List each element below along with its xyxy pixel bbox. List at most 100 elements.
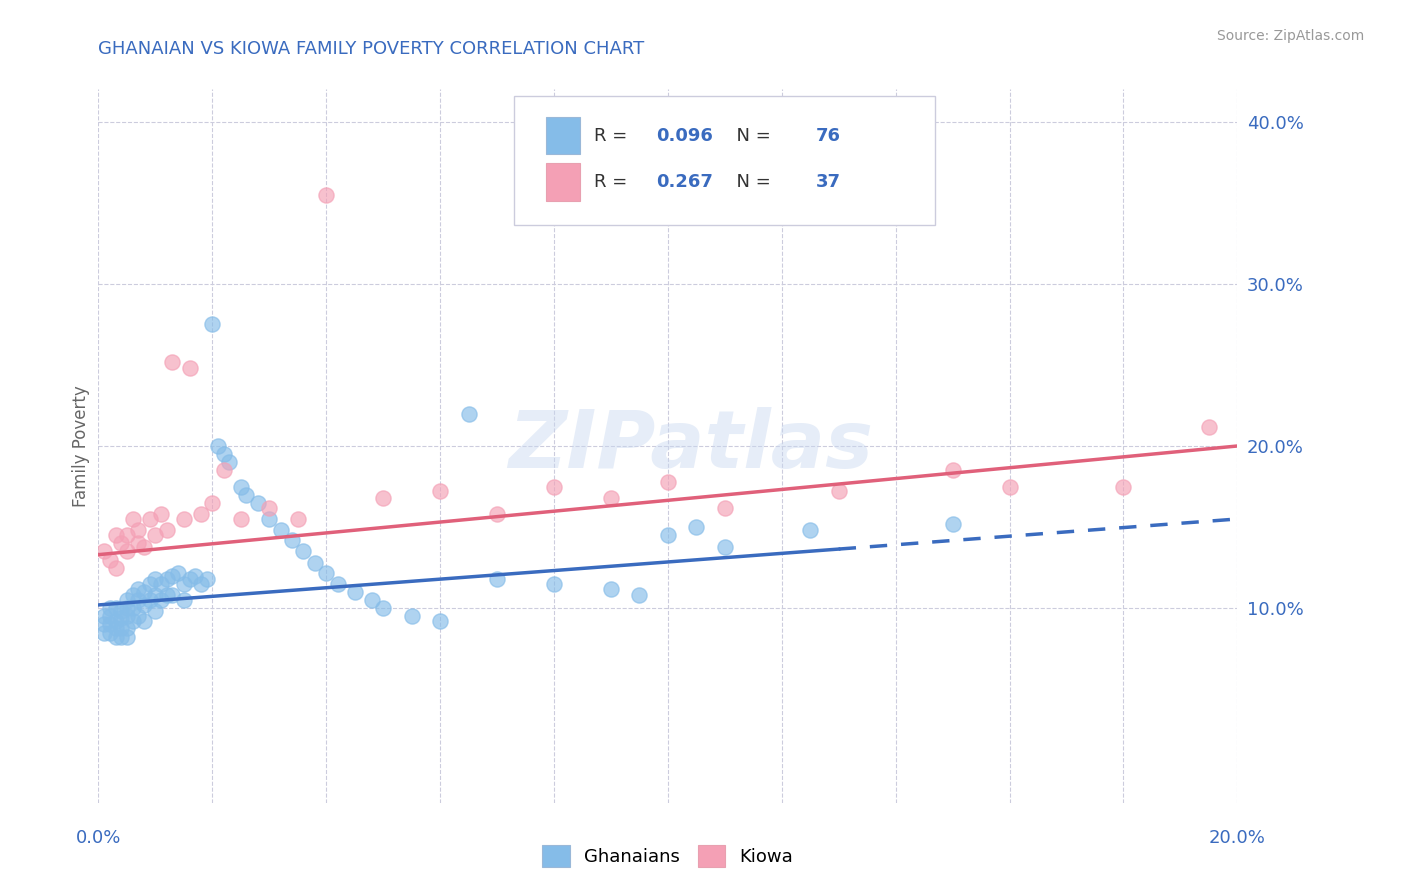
Point	[150, 577, 173, 591]
Point	[201, 496, 224, 510]
Point	[315, 566, 337, 580]
Text: GHANAIAN VS KIOWA FAMILY POVERTY CORRELATION CHART: GHANAIAN VS KIOWA FAMILY POVERTY CORRELA…	[98, 40, 645, 58]
Point	[98, 625, 121, 640]
FancyBboxPatch shape	[546, 117, 581, 154]
Point	[457, 407, 479, 421]
Point	[150, 593, 173, 607]
Point	[98, 601, 121, 615]
Point	[828, 484, 851, 499]
Point	[429, 484, 451, 499]
Point	[998, 479, 1021, 493]
Point	[121, 512, 143, 526]
Point	[162, 354, 184, 368]
Point	[110, 621, 132, 635]
Point	[115, 609, 138, 624]
Point	[401, 609, 423, 624]
Point	[195, 572, 218, 586]
Point	[145, 528, 167, 542]
Point	[373, 601, 395, 615]
Point	[93, 625, 115, 640]
Point	[132, 598, 155, 612]
Point	[121, 588, 143, 602]
Point	[304, 556, 326, 570]
Point	[127, 609, 149, 624]
Point	[326, 577, 349, 591]
Point	[104, 631, 127, 645]
Point	[104, 614, 127, 628]
Point	[115, 544, 138, 558]
Point	[104, 528, 127, 542]
Point	[127, 524, 149, 538]
Point	[132, 540, 155, 554]
Point	[212, 447, 235, 461]
Point	[179, 572, 201, 586]
Point	[799, 524, 821, 538]
Point	[179, 361, 201, 376]
Point	[138, 512, 160, 526]
Point	[110, 536, 132, 550]
Point	[714, 500, 737, 515]
Point	[259, 512, 281, 526]
Point	[373, 491, 395, 505]
Point	[132, 585, 155, 599]
Point	[115, 621, 138, 635]
Point	[145, 572, 167, 586]
Point	[190, 577, 212, 591]
Point	[190, 507, 212, 521]
Point	[98, 552, 121, 566]
Text: 20.0%: 20.0%	[1209, 829, 1265, 847]
Point	[115, 631, 138, 645]
Point	[942, 463, 965, 477]
Point	[93, 617, 115, 632]
Point	[685, 520, 707, 534]
Point	[115, 528, 138, 542]
Point	[315, 187, 337, 202]
Point	[98, 609, 121, 624]
Point	[104, 621, 127, 635]
FancyBboxPatch shape	[546, 163, 581, 201]
Point	[138, 577, 160, 591]
Point	[543, 577, 565, 591]
Point	[156, 524, 179, 538]
Text: 0.0%: 0.0%	[76, 829, 121, 847]
Point	[292, 544, 315, 558]
Point	[145, 604, 167, 618]
Point	[127, 582, 149, 596]
Point	[600, 491, 623, 505]
Point	[93, 544, 115, 558]
Point	[110, 631, 132, 645]
Point	[93, 609, 115, 624]
Text: Source: ZipAtlas.com: Source: ZipAtlas.com	[1216, 29, 1364, 44]
Text: N =: N =	[725, 127, 776, 145]
Point	[98, 617, 121, 632]
Text: ZIPatlas: ZIPatlas	[508, 407, 873, 485]
Point	[343, 585, 366, 599]
Point	[184, 568, 207, 582]
Point	[600, 582, 623, 596]
Point	[235, 488, 257, 502]
Point	[287, 512, 309, 526]
Point	[110, 611, 132, 625]
Point	[132, 614, 155, 628]
Point	[942, 516, 965, 531]
Point	[229, 512, 252, 526]
Text: 76: 76	[815, 127, 841, 145]
FancyBboxPatch shape	[515, 96, 935, 225]
Point	[104, 601, 127, 615]
Text: R =: R =	[593, 127, 633, 145]
Point	[1112, 479, 1135, 493]
Point	[1198, 419, 1220, 434]
Point	[173, 577, 195, 591]
Point	[628, 588, 651, 602]
Point	[156, 588, 179, 602]
Point	[156, 572, 179, 586]
Point	[207, 439, 229, 453]
Point	[218, 455, 240, 469]
Text: 0.267: 0.267	[657, 173, 713, 191]
Point	[104, 560, 127, 574]
Text: N =: N =	[725, 173, 776, 191]
Legend: Ghanaians, Kiowa: Ghanaians, Kiowa	[536, 838, 800, 874]
Point	[121, 601, 143, 615]
Point	[486, 507, 509, 521]
Point	[127, 536, 149, 550]
